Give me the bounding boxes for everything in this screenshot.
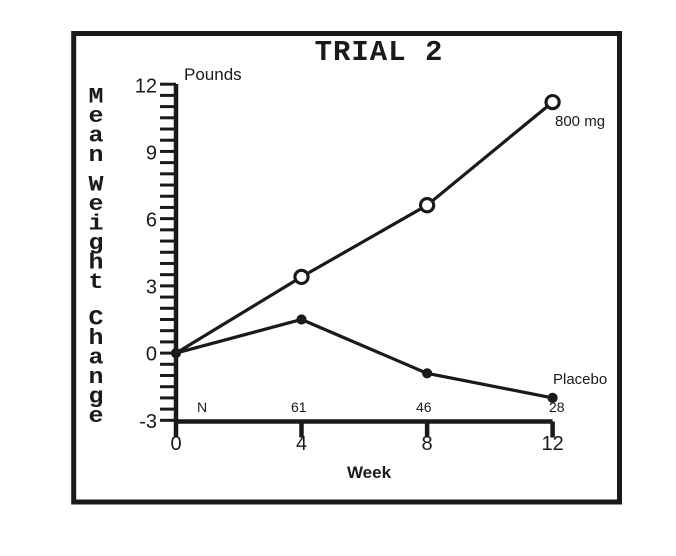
svg-text:12: 12 [135,76,157,98]
svg-text:-3: -3 [139,411,157,433]
svg-text:46: 46 [416,399,432,415]
svg-text:800 mg: 800 mg [555,113,605,130]
svg-text:28: 28 [549,399,565,415]
svg-text:0: 0 [146,344,157,366]
svg-text:12: 12 [541,433,563,455]
svg-text:t: t [89,270,104,295]
svg-text:Placebo: Placebo [553,371,607,388]
svg-text:8: 8 [422,433,433,455]
svg-text:Week: Week [347,463,392,482]
svg-text:e: e [89,404,104,429]
svg-text:6: 6 [146,210,157,232]
svg-text:0: 0 [170,433,181,455]
svg-text:9: 9 [146,143,157,165]
svg-text:N: N [197,399,207,415]
svg-text:Pounds: Pounds [184,65,242,84]
svg-text:61: 61 [291,399,307,415]
svg-text:4: 4 [296,433,307,455]
svg-text:n: n [89,143,104,168]
svg-text:3: 3 [146,277,157,299]
svg-text:TRIAL 2: TRIAL 2 [315,36,444,69]
